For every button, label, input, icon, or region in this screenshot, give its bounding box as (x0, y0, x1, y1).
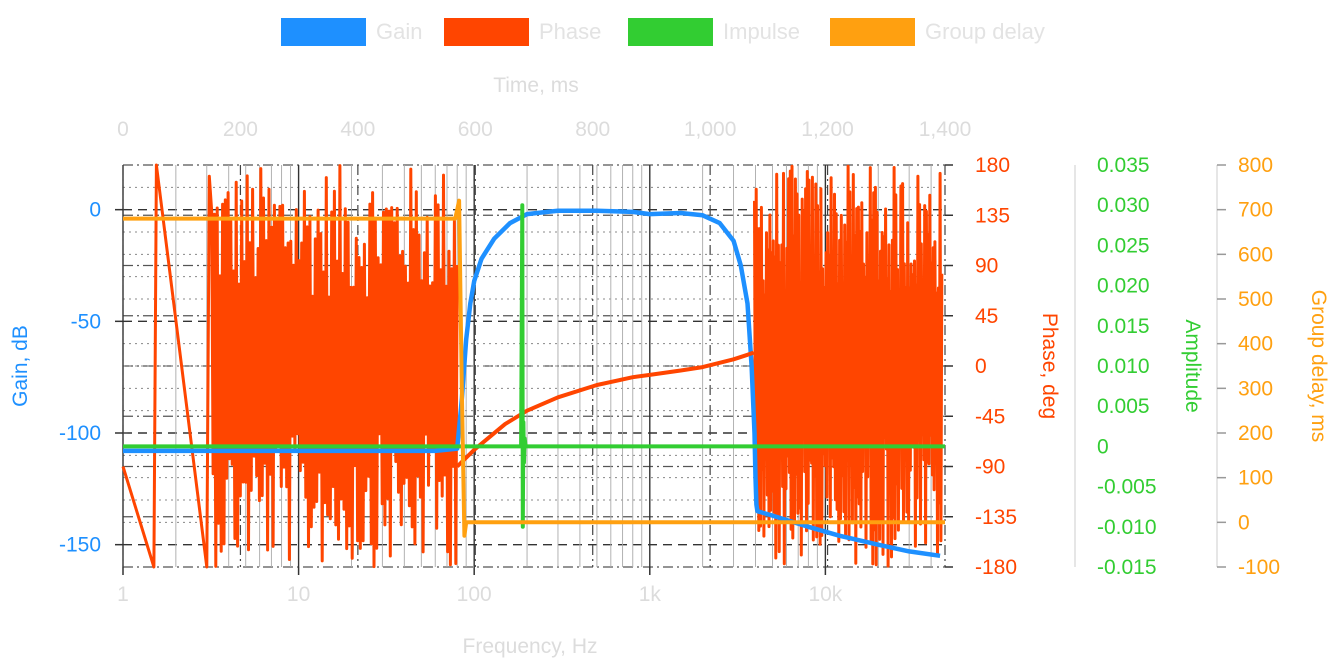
y-phase-tick-label: 45 (975, 305, 998, 328)
x-frequency-tick-label: 10k (808, 583, 842, 606)
x-time-tick-label: 1,200 (801, 118, 854, 141)
legend-label: Group delay (925, 19, 1045, 44)
x-time-tick-label: 0 (117, 118, 129, 141)
y-phase-tick-label: 180 (975, 154, 1010, 177)
legend-swatch-gain (281, 18, 366, 46)
series-gain (123, 208, 941, 559)
series-impulse (123, 203, 945, 529)
y-group-delay-tick-label: 400 (1238, 333, 1273, 356)
axes: 1 10 100 1k 10k Frequency, Hz 0 200 400 600 800 1,0… (9, 74, 1330, 658)
x-time-title: Time, ms (493, 74, 579, 97)
y-amplitude-tick-label: 0.010 (1097, 355, 1150, 378)
x-frequency-tick-label: 10 (287, 583, 310, 606)
x-frequency-tick-label: 1 (117, 583, 129, 606)
x-time-tick-label: 1,000 (684, 118, 737, 141)
series-phase-stopband-low (121, 163, 459, 569)
y-gain-tick-label: -50 (71, 310, 101, 333)
y-group-delay-tick-label: 500 (1238, 288, 1273, 311)
y-phase-tick-label: -90 (975, 456, 1005, 479)
x-time-tick-label: 200 (223, 118, 258, 141)
y-group-delay-tick-label: 700 (1238, 199, 1273, 222)
y-gain-tick-label: 0 (89, 199, 101, 222)
y-amplitude-tick-label: 0.020 (1097, 275, 1150, 298)
series-phase-stopband-high (753, 164, 944, 568)
y-phase-tick-label: -180 (975, 556, 1017, 579)
y-amplitude-title: Amplitude (1181, 319, 1204, 412)
y-group-delay-tick-label: 800 (1238, 154, 1273, 177)
y-group-delay-tick-label: 600 (1238, 243, 1273, 266)
y-gain-tick-label: -150 (59, 534, 101, 557)
y-amplitude-tick-label: 0 (1097, 435, 1109, 458)
y-phase-tick-label: -135 (975, 506, 1017, 529)
y-phase-tick-label: 135 (975, 204, 1010, 227)
y-amplitude-tick-label: -0.005 (1097, 476, 1157, 499)
x-time-tick-label: 1,400 (919, 118, 972, 141)
y-gain-title: Gain, dB (9, 325, 32, 407)
legend-swatch-impulse (628, 18, 713, 46)
y-phase-tick-label: -45 (975, 405, 1005, 428)
legend: Gain Phase Impulse Group delay (281, 18, 1045, 46)
x-frequency-tick-label: 1k (639, 583, 662, 606)
y-group-delay-tick-label: -100 (1238, 556, 1280, 579)
y-amplitude-tick-label: -0.010 (1097, 516, 1157, 539)
legend-swatch-group-delay (830, 18, 915, 46)
series-group-delay (123, 198, 945, 538)
y-phase-tick-label: 90 (975, 255, 998, 278)
y-amplitude-tick-label: 0.035 (1097, 154, 1150, 177)
x-frequency-title: Frequency, Hz (463, 635, 598, 658)
y-group-delay-tick-label: 200 (1238, 422, 1273, 445)
series-layer (121, 163, 945, 569)
y-amplitude-tick-label: 0.030 (1097, 194, 1150, 217)
y-amplitude-tick-label: -0.015 (1097, 556, 1157, 579)
x-time-tick-label: 800 (575, 118, 610, 141)
y-group-delay-tick-label: 100 (1238, 467, 1273, 490)
y-gain-tick-label: -100 (59, 422, 101, 445)
legend-label: Phase (539, 19, 601, 44)
series-phase (455, 350, 755, 468)
legend-label: Impulse (723, 19, 800, 44)
y-amplitude-tick-label: 0.005 (1097, 395, 1150, 418)
y-amplitude-tick-label: 0.025 (1097, 234, 1150, 257)
x-frequency-tick-label: 100 (457, 583, 492, 606)
y-group-delay-title: Group delay, ms (1307, 290, 1330, 443)
y-phase-title: Phase, deg (1038, 313, 1061, 419)
y-group-delay-tick-label: 0 (1238, 511, 1250, 534)
legend-swatch-phase (444, 18, 529, 46)
y-group-delay-tick-label: 300 (1238, 377, 1273, 400)
y-amplitude-tick-label: 0.015 (1097, 315, 1150, 338)
y-phase-tick-label: 0 (975, 355, 987, 378)
x-time-tick-label: 400 (340, 118, 375, 141)
x-time-tick-label: 600 (458, 118, 493, 141)
legend-label: Gain (376, 19, 422, 44)
